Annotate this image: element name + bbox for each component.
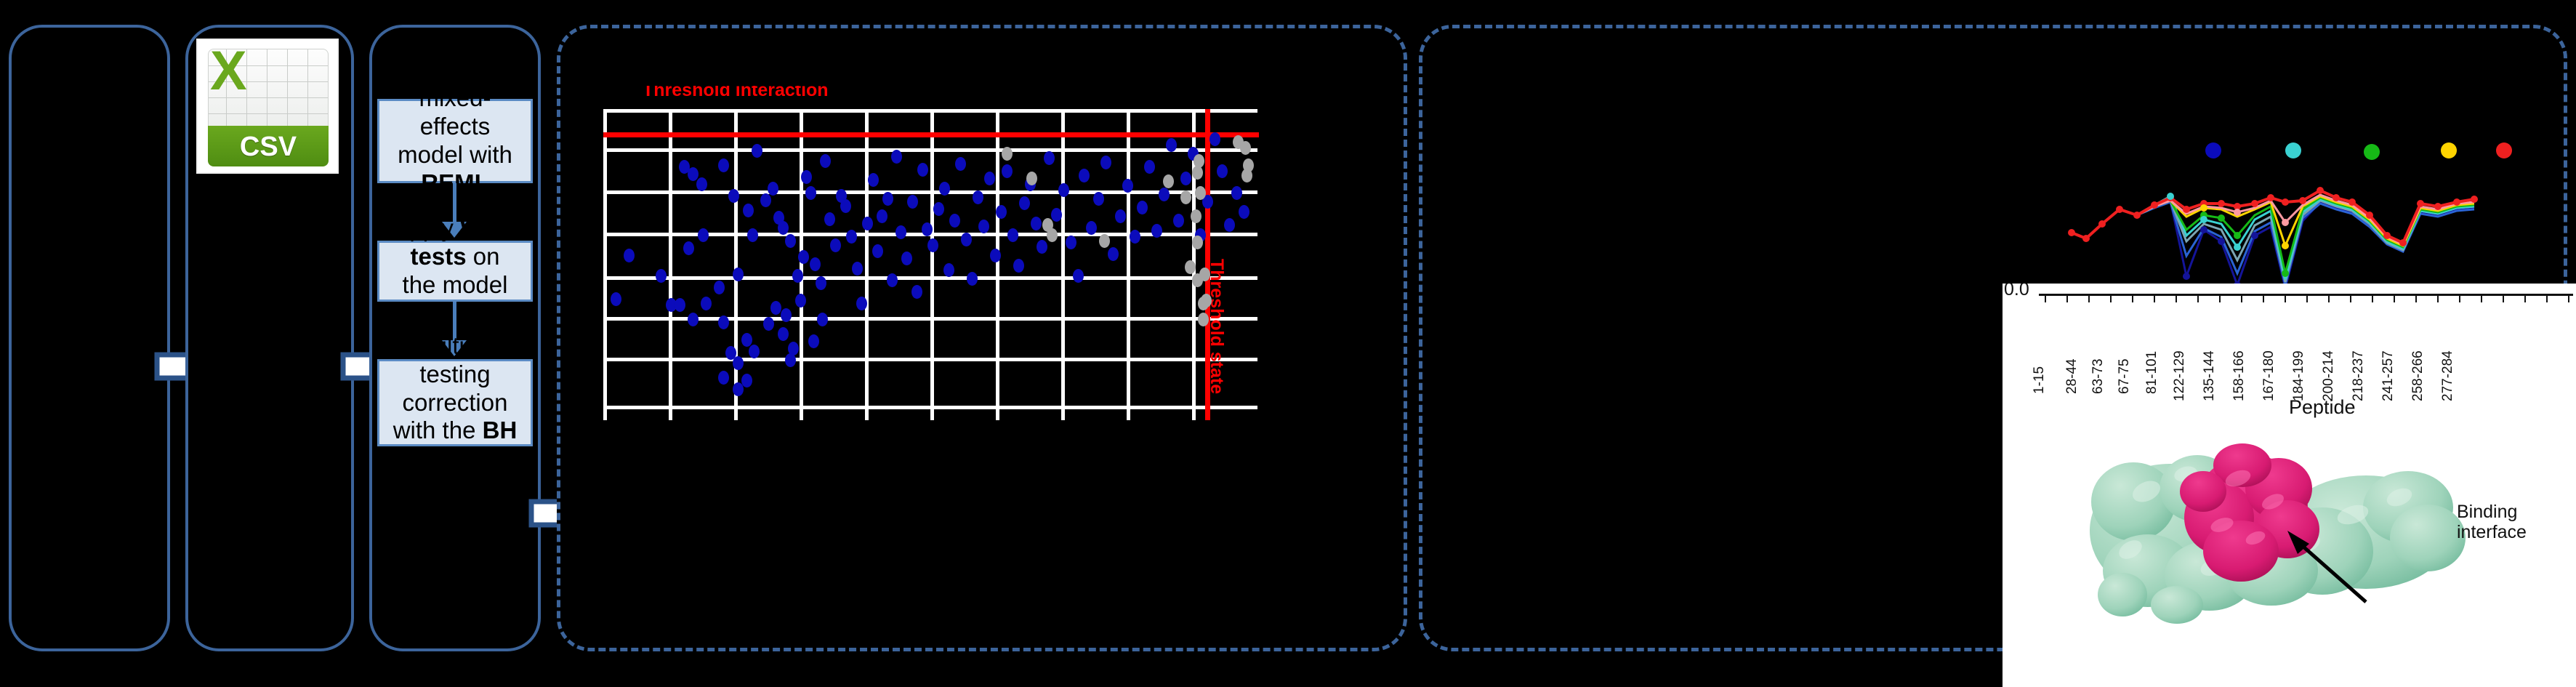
peptide-tick-9: 184-199 bbox=[2291, 350, 2306, 401]
peptide-tick-11: 218-237 bbox=[2351, 350, 2366, 401]
x-axis-ticks bbox=[2039, 294, 2573, 302]
csv-label: CSV bbox=[239, 132, 297, 162]
peptide-axis-title: Peptide bbox=[2289, 396, 2356, 418]
excel-x-glyph: X bbox=[210, 40, 247, 102]
bh-bold: BH bbox=[482, 417, 518, 444]
threshold-state-label: Threshold state bbox=[1207, 259, 1227, 395]
peptide-tick-6: 135-144 bbox=[2202, 350, 2217, 401]
csv-label-band: CSV bbox=[208, 126, 329, 166]
peptide-uptake-chart[interactable] bbox=[1992, 102, 2573, 342]
bh-line-1: Multiple testing bbox=[414, 332, 496, 387]
wald-line-2: the model parameters bbox=[395, 271, 516, 326]
fit-model-line-1: Fit a linear mixed- bbox=[398, 56, 512, 112]
peptide-tick-0: 1-15 bbox=[2032, 366, 2047, 394]
peptide-tick-7: 158-166 bbox=[2231, 350, 2247, 401]
peptide-tick-12: 241-257 bbox=[2380, 350, 2396, 401]
structure-figure-panel[interactable]: 0.0 bbox=[2003, 284, 2576, 687]
wald-line-1-post: on bbox=[466, 243, 500, 270]
threshold-interaction-label: Threshold interaction bbox=[643, 86, 829, 100]
arrow-wald-to-bh-head bbox=[442, 340, 467, 356]
fit-model-box[interactable]: Fit a linear mixed- effects model with R… bbox=[377, 56, 533, 225]
peptide-tick-2: 63-73 bbox=[2090, 358, 2106, 394]
peptide-tick-8: 167-180 bbox=[2261, 350, 2277, 401]
peptide-tick-4: 81-101 bbox=[2144, 350, 2160, 394]
wald-tests-box[interactable]: Apply Wald tests on the model parameters bbox=[377, 214, 533, 326]
legend-dot-red bbox=[2496, 142, 2512, 158]
binding-interface-line-1: Binding bbox=[2457, 502, 2518, 522]
peptide-uptake-svg bbox=[2068, 187, 2478, 291]
arrow-fit-to-wald-head bbox=[442, 222, 467, 238]
bh-line-3-post: procedure bbox=[401, 445, 510, 473]
input-stage-panel[interactable] bbox=[9, 25, 170, 651]
peptide-tick-13: 258-266 bbox=[2410, 350, 2426, 401]
wald-line-1-pre: Apply bbox=[393, 214, 461, 242]
peptide-tick-1: 28-44 bbox=[2064, 358, 2080, 394]
legend-dot-blue bbox=[2205, 142, 2221, 158]
protein-structure-image bbox=[2090, 443, 2466, 624]
peptide-tick-10: 200-214 bbox=[2321, 350, 2336, 401]
legend-dot-yellow bbox=[2441, 142, 2457, 158]
fit-model-line-2: effects model with bbox=[398, 113, 512, 168]
arrow-fit-to-wald-line bbox=[453, 183, 456, 225]
x-axis-line bbox=[2039, 294, 2573, 296]
wald-bold: Wald tests bbox=[410, 214, 517, 270]
arrow-wald-to-bh-line bbox=[453, 302, 456, 344]
bh-correction-box[interactable]: Multiple testing correction with the BH … bbox=[377, 332, 533, 472]
threshold-state-line bbox=[1205, 109, 1210, 420]
peptide-tick-3: 67-75 bbox=[2117, 358, 2132, 394]
binding-interface-line-2: interface bbox=[2457, 522, 2527, 542]
peptide-tick-14: 277-284 bbox=[2440, 350, 2455, 401]
volcano-scatter[interactable]: Threshold interaction Threshold state bbox=[590, 86, 1390, 420]
peptide-tick-5: 122-129 bbox=[2172, 350, 2187, 401]
bh-line-3-pre: with the bbox=[393, 417, 483, 444]
bh-line-2: correction bbox=[402, 388, 508, 416]
legend-dot-cyan bbox=[2285, 142, 2301, 158]
binding-interface-annotation: Binding interface bbox=[2457, 502, 2527, 542]
results-stage-panel[interactable] bbox=[557, 25, 1407, 651]
threshold-interaction-line bbox=[603, 132, 1259, 137]
csv-file-icon[interactable]: X CSV bbox=[198, 40, 337, 172]
legend-dot-green bbox=[2364, 144, 2380, 160]
y-tick-zero: 0.0 bbox=[2004, 284, 2029, 300]
